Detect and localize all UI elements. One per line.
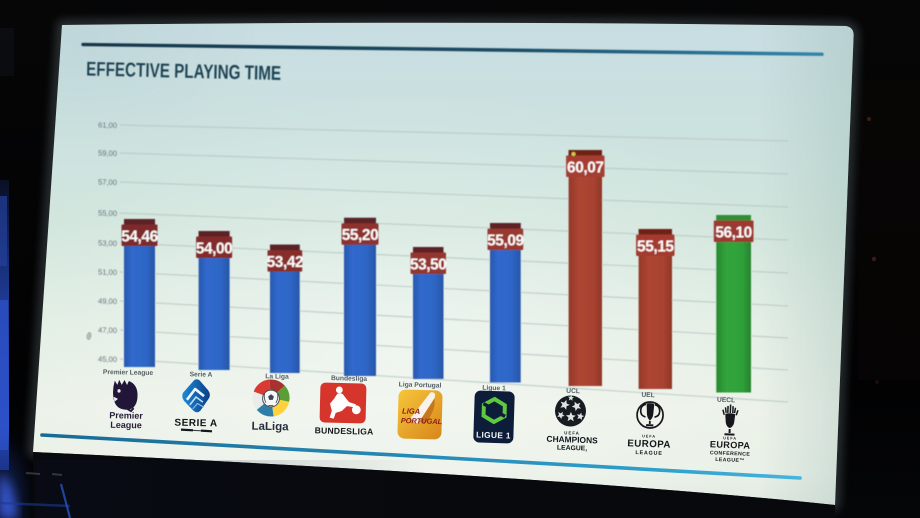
svg-text:Premier: Premier [109, 410, 143, 421]
svg-text:49,00: 49,00 [98, 297, 117, 306]
svg-text:55,20: 55,20 [342, 227, 379, 244]
svg-text:55,09: 55,09 [487, 232, 524, 249]
svg-text:SERIE A: SERIE A [174, 418, 217, 430]
svg-text:Premier League: Premier League [103, 369, 154, 377]
svg-text:54,00: 54,00 [196, 240, 233, 257]
svg-text:EUROPA: EUROPA [710, 439, 751, 451]
svg-text:UEL: UEL [641, 392, 655, 399]
svg-text:57,00: 57,00 [98, 178, 117, 187]
svg-text:54,46: 54,46 [121, 228, 158, 245]
svg-text:LEAGUE™: LEAGUE™ [715, 457, 745, 464]
svg-text:League: League [110, 420, 142, 431]
svg-text:UEFA: UEFA [723, 436, 737, 441]
svg-text:59,00: 59,00 [98, 149, 117, 158]
svg-text:55,00: 55,00 [98, 209, 117, 218]
svg-text:UEFA: UEFA [642, 434, 656, 438]
svg-text:LIGUE 1: LIGUE 1 [476, 429, 511, 440]
svg-text:LEAGUE,: LEAGUE, [557, 444, 588, 452]
svg-text:BUNDESLIGA: BUNDESLIGA [315, 425, 374, 436]
svg-text:UECL: UECL [717, 397, 735, 405]
svg-text:LIGA: LIGA [402, 407, 420, 417]
svg-text:Serie A: Serie A [190, 371, 213, 378]
svg-text:53,00: 53,00 [98, 239, 117, 248]
svg-text:Liga Portugal: Liga Portugal [399, 381, 442, 389]
svg-text:UEFA: UEFA [564, 430, 580, 436]
svg-text:EFFECTIVE PLAYING TIME: EFFECTIVE PLAYING TIME [86, 59, 281, 86]
svg-text:55,15: 55,15 [637, 238, 674, 255]
svg-text:EUROPA: EUROPA [627, 438, 671, 451]
svg-text:UCL: UCL [566, 388, 580, 395]
svg-text:53,42: 53,42 [267, 254, 304, 271]
svg-text:PORTUGAL: PORTUGAL [401, 416, 443, 426]
svg-text:Ligue 1: Ligue 1 [482, 385, 506, 393]
svg-text:LEAGUE: LEAGUE [635, 450, 662, 457]
svg-text:CONFERENCE: CONFERENCE [710, 450, 751, 458]
svg-text:56,10: 56,10 [715, 224, 752, 241]
svg-text:La Liga: La Liga [265, 373, 289, 380]
svg-text:LaLiga: LaLiga [251, 421, 289, 434]
svg-text:CHAMPIONS: CHAMPIONS [546, 434, 598, 446]
svg-text:45,00: 45,00 [98, 355, 117, 364]
svg-text:60,07: 60,07 [567, 159, 604, 176]
svg-text:Bundesliga: Bundesliga [331, 375, 367, 383]
svg-text:47,00: 47,00 [98, 326, 117, 335]
svg-text:61,00: 61,00 [98, 121, 117, 130]
svg-text:53,50: 53,50 [410, 256, 447, 273]
svg-text:51,00: 51,00 [98, 268, 117, 277]
